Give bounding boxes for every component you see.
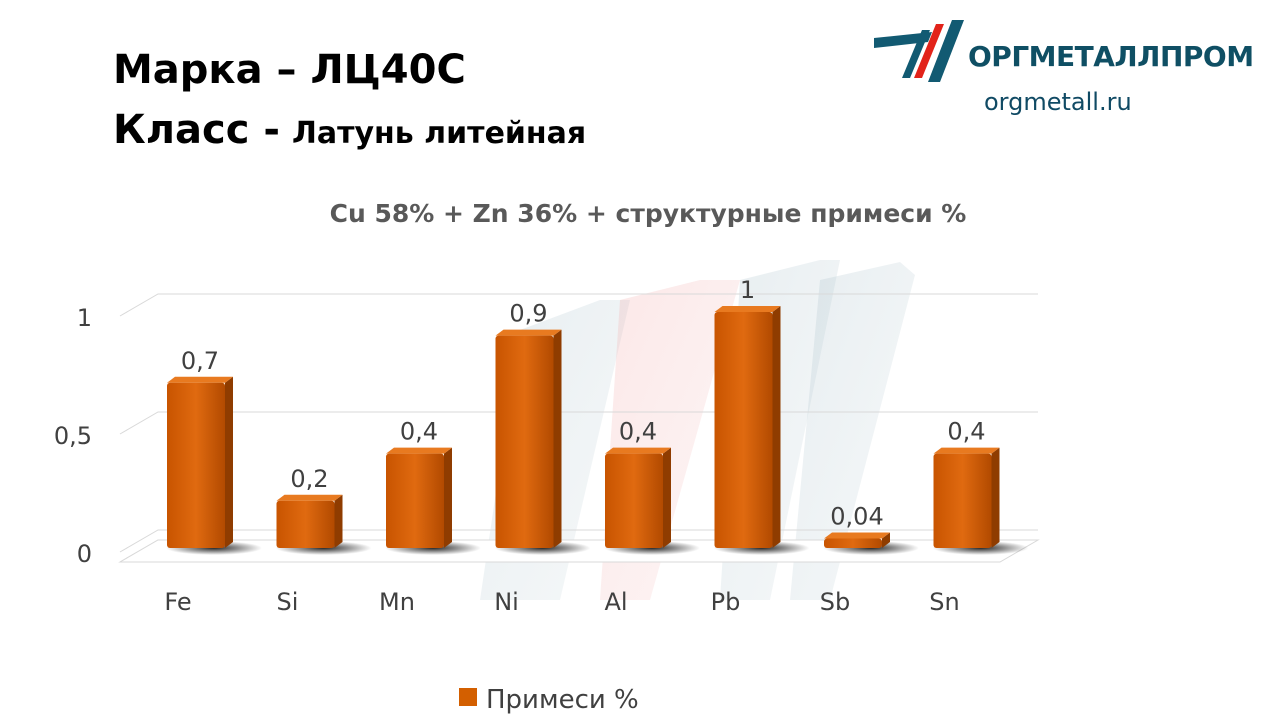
bar-group: 0,4 Al xyxy=(604,418,700,616)
legend: Примеси % xyxy=(459,685,639,715)
data-label: 0,4 xyxy=(947,418,985,446)
category-label: Ni xyxy=(494,588,519,616)
y-tick-label: 1 xyxy=(77,304,92,332)
bar xyxy=(276,500,335,548)
legend-swatch xyxy=(459,688,477,706)
grade-line: Марка – ЛЦ40С xyxy=(113,40,586,100)
bar-top xyxy=(276,494,343,501)
bar-group: 0,2 Si xyxy=(275,465,372,616)
plot-area: 00,510,7Fe0,2Si0,4Mn0,9Ni0,4Al1Pb0,04Sb0… xyxy=(54,276,1040,616)
gridline xyxy=(119,293,1038,317)
data-label: 0,9 xyxy=(509,300,547,328)
class-label: Класс - xyxy=(113,107,280,153)
data-label: 0,4 xyxy=(400,418,438,446)
bar-side xyxy=(444,447,452,548)
bar-top xyxy=(495,329,562,336)
bar xyxy=(386,453,444,548)
category-label: Fe xyxy=(164,588,191,616)
y-tick-label: 0,5 xyxy=(54,422,92,450)
bar xyxy=(824,538,882,548)
data-label: 0,4 xyxy=(619,418,657,446)
data-label: 1 xyxy=(740,276,755,304)
category-label: Pb xyxy=(711,588,741,616)
bar-top xyxy=(933,447,1000,454)
bar-group: 0,4 Sn xyxy=(929,418,1029,616)
logo-site-link[interactable]: orgmetall.ru xyxy=(984,88,1132,116)
grade-dash: – xyxy=(276,47,297,93)
bar xyxy=(495,335,554,548)
chart-title: Cu 58% + Zn 36% + структурные примеси % xyxy=(330,199,967,228)
class-value: Латунь литейная xyxy=(291,116,587,151)
data-label: 0,2 xyxy=(290,465,328,493)
bar-group: 0,7 Fe xyxy=(164,347,262,616)
bar-top xyxy=(605,447,671,454)
class-line: Класс - Латунь литейная xyxy=(113,100,586,164)
bar-group: 0,04 Sb xyxy=(820,503,919,616)
bar xyxy=(605,453,663,548)
legend-label: Примеси % xyxy=(486,685,639,715)
bar-side xyxy=(225,376,233,548)
logo-mark-icon xyxy=(874,20,964,82)
bar-top xyxy=(167,376,233,383)
data-label: 0,04 xyxy=(830,503,883,531)
category-label: Al xyxy=(604,588,627,616)
bar xyxy=(167,382,225,548)
category-label: Sb xyxy=(820,588,850,616)
bar-side xyxy=(334,494,343,548)
bar-side xyxy=(882,532,890,548)
y-tick-label: 0 xyxy=(77,540,92,568)
bar-top xyxy=(386,447,452,454)
bar-side xyxy=(991,447,1000,548)
company-logo[interactable]: ОРГМЕТАЛЛПРОМ orgmetall.ru xyxy=(872,18,1254,128)
bar-top xyxy=(824,532,890,539)
bar xyxy=(933,453,992,548)
bar-side xyxy=(553,329,562,548)
category-label: Si xyxy=(277,588,299,616)
grade-label: Марка xyxy=(113,47,263,93)
bar-top xyxy=(714,306,781,312)
data-label: 0,7 xyxy=(181,347,219,375)
bar-side xyxy=(772,306,781,548)
bar xyxy=(714,312,773,548)
category-label: Sn xyxy=(929,588,959,616)
bar-group: 0,9 Ni xyxy=(494,300,591,616)
slide-header: Марка – ЛЦ40С Класс - Латунь литейная xyxy=(113,40,586,164)
bar-group: 0,4 Mn xyxy=(379,418,481,616)
category-label: Mn xyxy=(379,588,415,616)
bar-side xyxy=(663,447,671,548)
bar-group: 1 Pb xyxy=(711,276,810,616)
logo-name: ОРГМЕТАЛЛПРОМ xyxy=(968,40,1254,73)
grade-value: ЛЦ40С xyxy=(310,47,466,93)
